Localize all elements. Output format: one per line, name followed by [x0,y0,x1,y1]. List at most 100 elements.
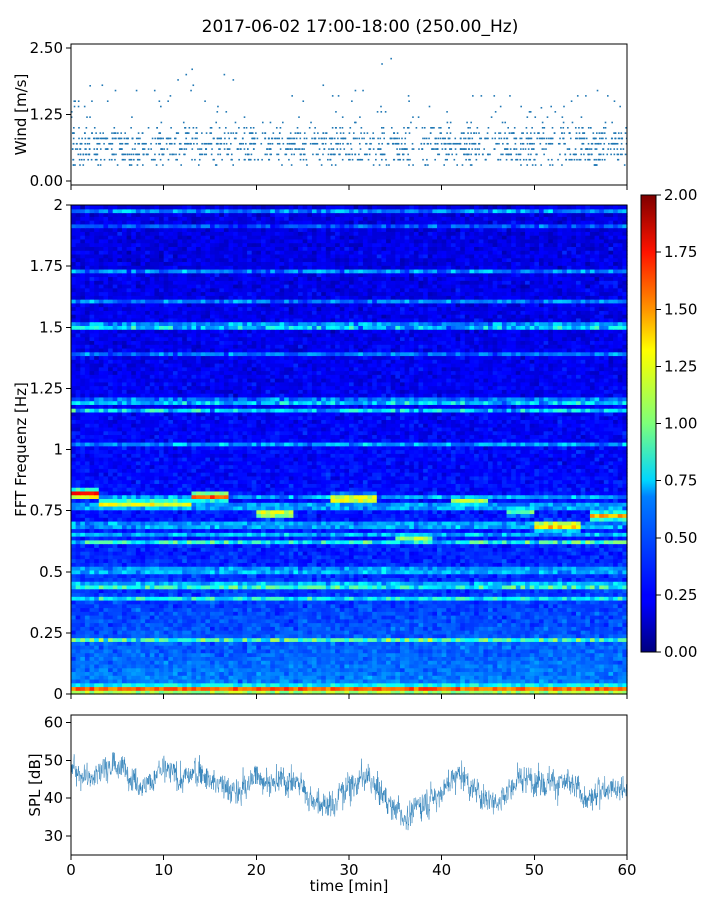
wind-point [348,153,351,156]
heatmap-cell [362,588,369,594]
heatmap-cell [404,607,410,612]
heatmap-cell [117,671,123,676]
heatmap-cell [256,592,262,597]
heatmap-cell [321,626,327,631]
heatmap-cell [330,690,336,695]
heatmap-cell [260,675,267,680]
heatmap-cell [94,675,100,680]
heatmap-cell [492,660,498,665]
heatmap-cell [543,615,549,620]
heatmap-cell [103,641,109,646]
wind-point [290,142,293,145]
wind-point [607,95,609,97]
wind-point [465,148,467,150]
heatmap-cell [191,599,197,605]
wind-point [180,164,182,166]
wind-point [247,158,250,161]
heatmap-cell [386,675,392,680]
heatmap-cell [413,599,420,605]
wind-point [266,148,268,150]
heatmap-cell [172,682,179,688]
heatmap-cell [196,615,202,620]
wind-point [192,84,195,87]
heatmap-cell [529,599,535,605]
heatmap-cell [395,588,401,594]
wind-point [350,148,353,150]
heatmap-cell [608,615,614,620]
heatmap-cell [506,611,512,616]
heatmap-cell [386,596,392,601]
heatmap-cell [603,671,610,676]
heatmap-cell [126,637,132,642]
wind-point [138,142,141,145]
wind-point [578,158,581,161]
wind-point [526,164,529,166]
heatmap-cell [140,648,146,654]
wind-point [434,137,437,140]
heatmap-cell [177,603,183,609]
heatmap-cell [506,622,512,627]
wind-point [282,121,284,124]
heatmap-cell [349,611,355,616]
heatmap-cell [298,671,304,676]
heatmap-cell [196,663,202,669]
heatmap-cell [196,652,202,657]
wind-point [111,137,114,140]
heatmap-cell [233,690,239,695]
wind-point [155,142,158,145]
heatmap-cell [478,615,484,620]
heatmap-cell [349,618,355,624]
heatmap-cell [488,633,494,639]
heatmap-cell [210,626,216,631]
heatmap-cell [529,645,535,650]
heatmap-cell [103,682,109,688]
wind-point [72,142,75,145]
heatmap-cell [311,615,318,620]
heatmap-cell [469,592,475,597]
heatmap-cell [321,682,327,688]
heatmap-cell [571,588,577,594]
heatmap-cell [441,607,447,612]
heatmap-cell [432,678,438,684]
heatmap-cell [325,667,332,673]
wind-point [125,137,128,140]
heatmap-cell [260,596,267,601]
heatmap-cell [117,611,123,616]
heatmap-cell [163,592,169,597]
heatmap-cell [478,690,484,695]
heatmap-cell [418,675,424,680]
wind-point [557,158,559,161]
heatmap-cell [427,584,433,590]
wind-point [331,127,334,129]
heatmap-cell [358,667,364,673]
wind-point [157,142,160,145]
wind-point [576,137,578,140]
heatmap-cell [260,690,267,695]
heatmap-cell [274,637,281,642]
heatmap-cell [548,656,554,661]
heatmap-cell [376,682,383,688]
heatmap-cell [163,652,169,657]
heatmap-cell [316,630,322,635]
wind-point [562,137,564,140]
heatmap-cell [390,652,396,657]
heatmap-cell [552,622,559,627]
heatmap-cell [511,656,517,661]
heatmap-cell [390,626,396,631]
heatmap-cell [589,618,596,624]
heatmap-cell [177,686,183,691]
heatmap-cell [483,641,489,646]
heatmap-cell [126,603,132,609]
heatmap-cell [71,663,77,669]
heatmap-cell [168,633,174,639]
heatmap-cell [622,607,628,612]
heatmap-cell [237,599,244,605]
wind-point [483,148,486,150]
wind-point [232,79,235,81]
heatmap-cell [316,645,322,650]
heatmap-cell [548,671,554,676]
heatmap-cell [404,622,410,627]
heatmap-cell [117,599,123,605]
heatmap-cell [613,671,619,676]
heatmap-cell [223,633,230,639]
